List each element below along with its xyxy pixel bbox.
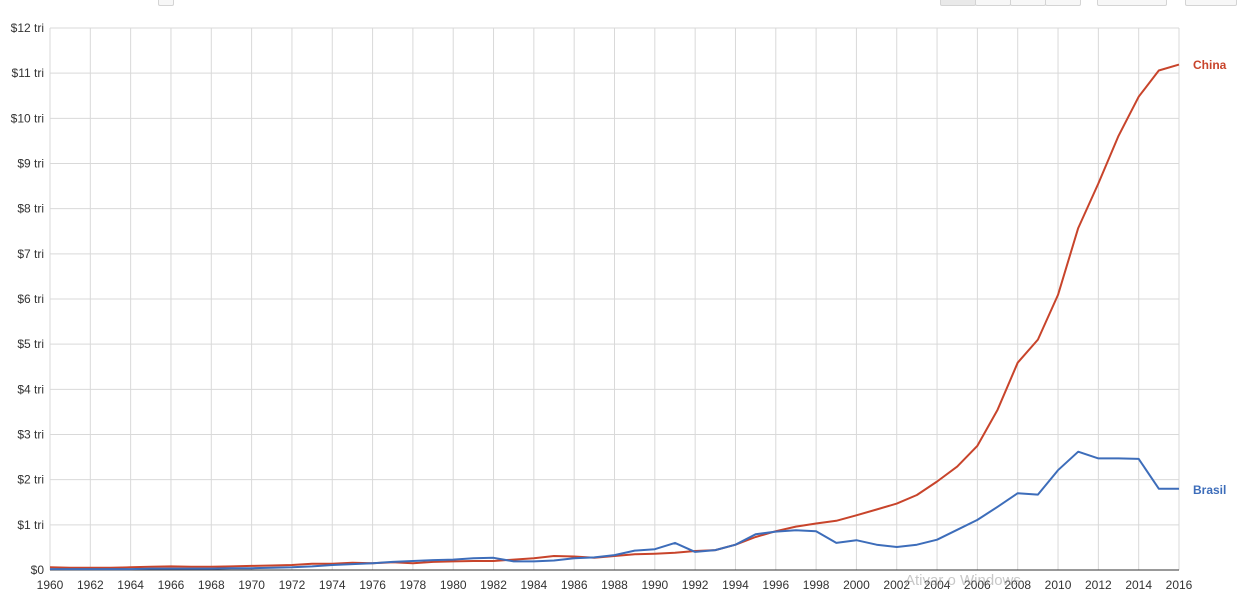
- x-tick-label: 1996: [762, 578, 789, 592]
- x-tick-label: 1998: [803, 578, 830, 592]
- x-tick-label: 1994: [722, 578, 749, 592]
- control-button-4[interactable]: [1045, 0, 1081, 6]
- x-tick-label: 2016: [1166, 578, 1193, 592]
- x-tick-label: 1988: [601, 578, 628, 592]
- y-tick-label: $4 tri: [17, 382, 44, 396]
- x-tick-label: 1986: [561, 578, 588, 592]
- series-line-brasil[interactable]: [50, 450, 1179, 571]
- x-tick-label: 2008: [1004, 578, 1031, 592]
- x-tick-label: 1992: [682, 578, 709, 592]
- y-tick-label: $10 tri: [11, 111, 44, 125]
- series-label-brasil: Brasil: [1193, 483, 1226, 497]
- x-tick-label: 1972: [279, 578, 306, 592]
- y-tick-label: $0: [31, 563, 45, 577]
- x-tick-label: 1976: [359, 578, 386, 592]
- x-tick-label: 1990: [641, 578, 668, 592]
- control-checkbox[interactable]: [158, 0, 174, 6]
- x-tick-label: 1980: [440, 578, 467, 592]
- y-tick-label: $9 tri: [17, 157, 44, 171]
- grid: [49, 27, 1180, 571]
- x-tick-label: 1960: [37, 578, 64, 592]
- y-tick-label: $1 tri: [17, 518, 44, 532]
- y-tick-label: $11 tri: [12, 66, 44, 80]
- x-tick-label: 2004: [924, 578, 951, 592]
- x-tick-label: 1964: [117, 578, 144, 592]
- top-controls: [0, 0, 1237, 8]
- x-tick-label: 2002: [883, 578, 910, 592]
- x-tick-label: 2010: [1045, 578, 1072, 592]
- x-tick-label: 1966: [158, 578, 185, 592]
- x-tick-label: 1974: [319, 578, 346, 592]
- x-tick-label: 2012: [1085, 578, 1112, 592]
- watermark-text: Ativar o Windows: [905, 572, 1021, 589]
- x-tick-label: 1984: [521, 578, 548, 592]
- x-tick-label: 1970: [238, 578, 265, 592]
- y-tick-label: $2 tri: [17, 473, 44, 487]
- y-tick-label: $5 tri: [17, 337, 44, 351]
- x-tick-label: 2006: [964, 578, 991, 592]
- y-tick-label: $7 tri: [17, 247, 44, 261]
- x-tick-label: 1962: [77, 578, 104, 592]
- x-tick-label: 2000: [843, 578, 870, 592]
- x-tick-label: 1982: [480, 578, 507, 592]
- y-tick-label: $6 tri: [17, 292, 44, 306]
- control-button-5[interactable]: [1097, 0, 1167, 6]
- series: China Brasil: [49, 58, 1227, 571]
- series-label-china: China: [1193, 58, 1227, 72]
- y-tick-label: $8 tri: [17, 202, 44, 216]
- y-tick-label: $3 tri: [17, 428, 44, 442]
- y-tick-label: $12 tri: [11, 21, 44, 35]
- x-tick-label: 1968: [198, 578, 225, 592]
- x-tick-label: 1978: [400, 578, 427, 592]
- x-tick-label: 2014: [1125, 578, 1152, 592]
- axis-labels: $0 $1 tri $2 tri $3 tri $4 tri $5 tri $6 tri $7…: [11, 21, 1193, 592]
